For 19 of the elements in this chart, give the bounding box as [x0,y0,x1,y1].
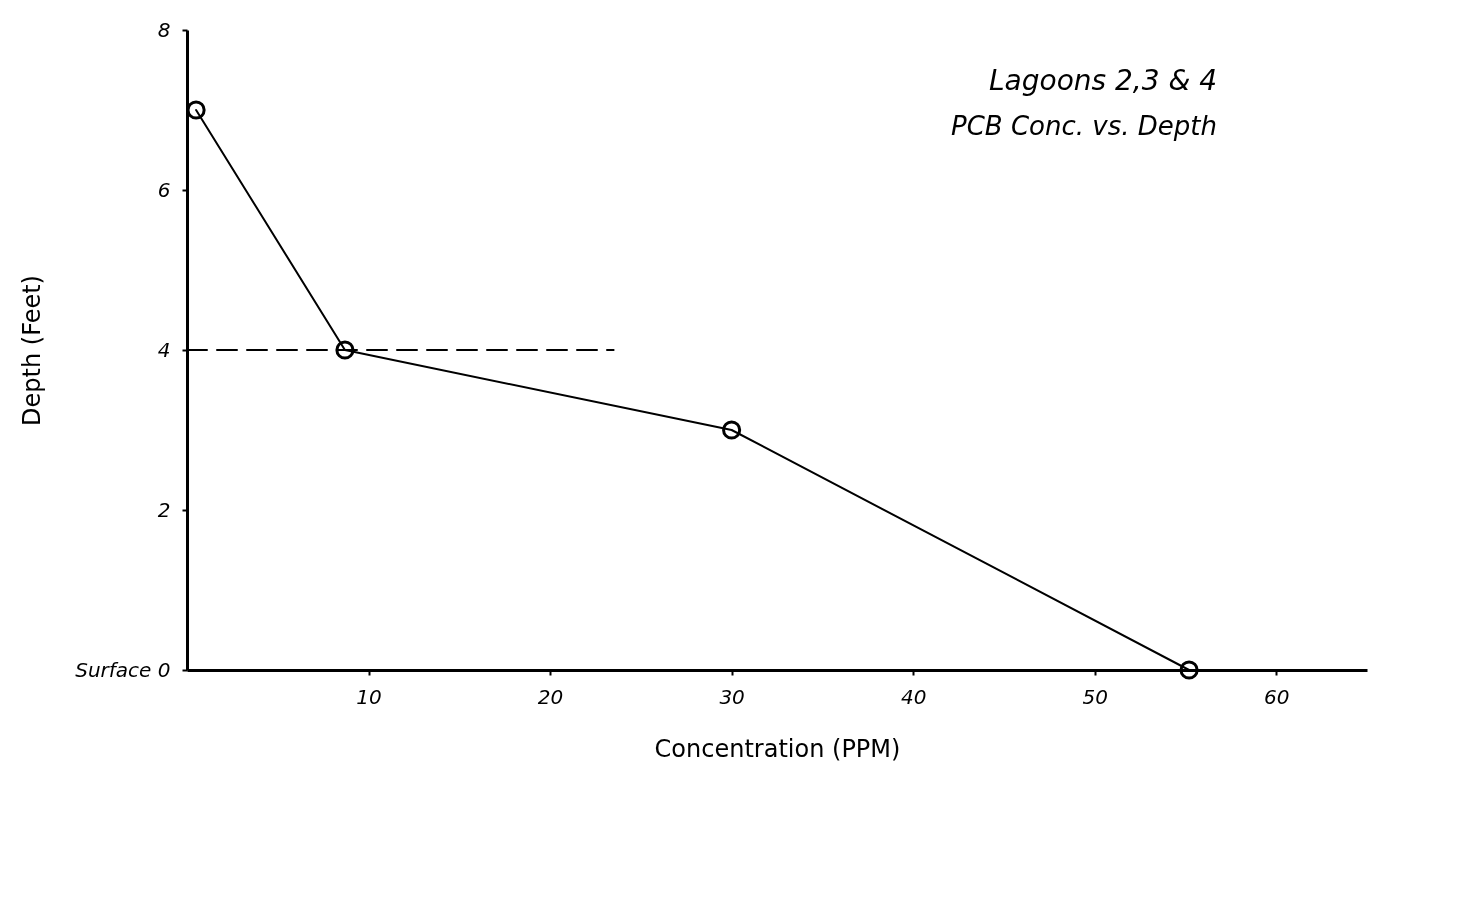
text: Lagoons 2,3 & 4 [988,64,1217,97]
point [186,100,206,120]
point [335,340,355,360]
y-tick-label: 8 [157,17,171,42]
y-tick-label: 4 [157,337,171,362]
x-tick-label: 60 [1264,684,1290,709]
point [1179,660,1199,680]
x-tick-label: 50 [1082,684,1108,709]
y-tick-label: 6 [157,177,171,202]
x-tick-label: 20 [537,684,564,709]
x-axis-title: Concentration (PPM) [654,734,901,763]
y-tick-label: 2 [157,497,171,522]
text: PCB Conc. vs. Depth [951,111,1217,141]
y-tick-label: Surface 0 [75,657,171,682]
y-axis-title: Depth (Feet) [18,275,47,426]
point [722,420,742,440]
x-tick-label: 40 [900,684,927,709]
x-tick-label: 30 [719,684,745,709]
x-tick-label: 10 [356,684,382,709]
